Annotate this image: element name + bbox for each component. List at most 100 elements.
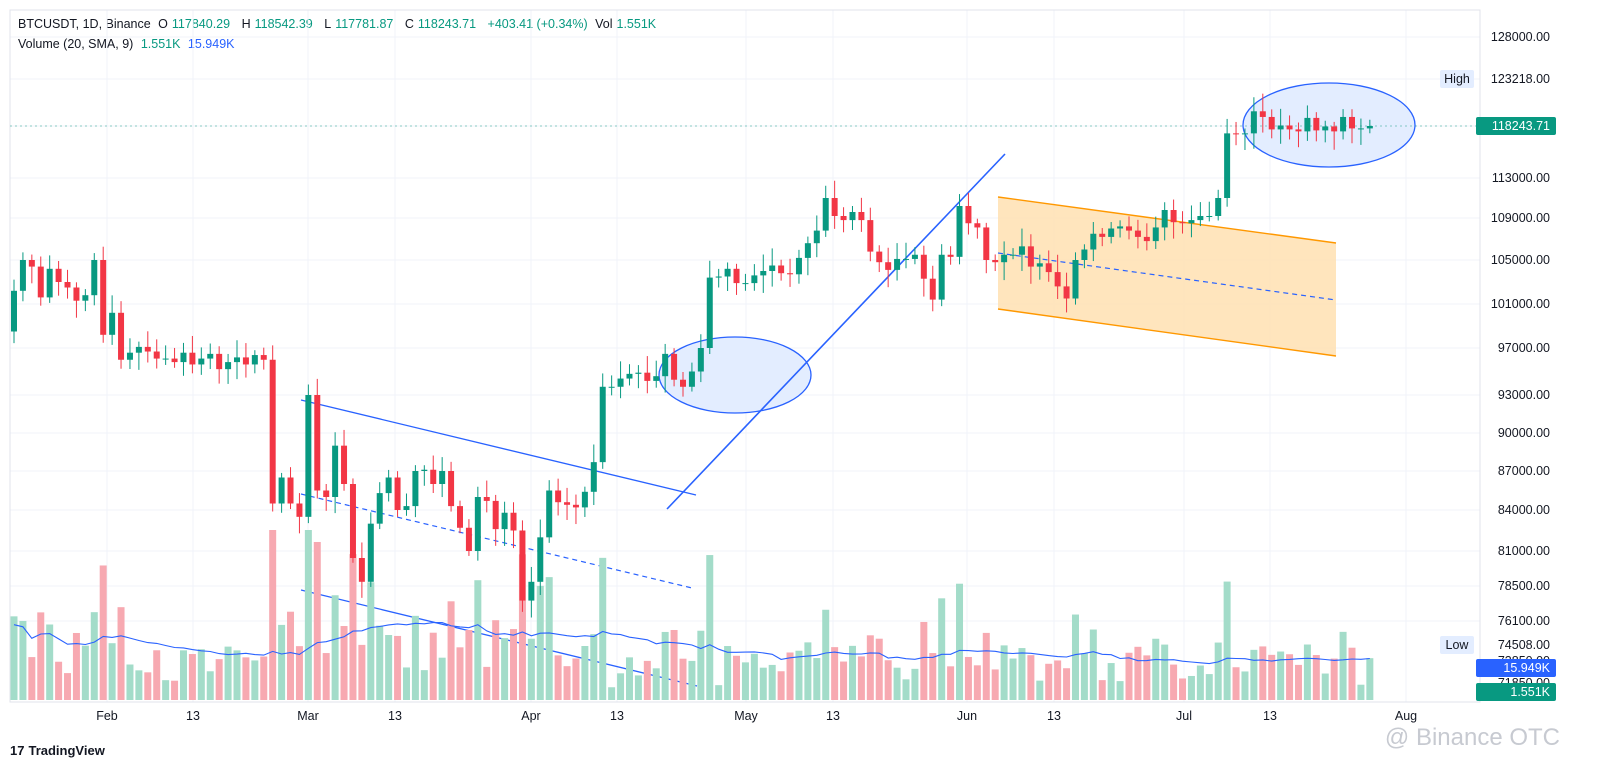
candle-body: [1018, 246, 1025, 255]
volume-bar: [1125, 652, 1133, 700]
volume-bar: [188, 654, 196, 700]
volume-bar: [1089, 629, 1097, 700]
candle-body: [608, 386, 615, 388]
chart-header: BTCUSDT, 1D, Binance O 117840.29 H 118542.…: [18, 17, 664, 31]
candle-body: [269, 359, 276, 504]
candle: [1349, 109, 1355, 144]
volume-bar: [287, 611, 295, 700]
descending-trendline-dashed: [300, 493, 693, 589]
volume-bar: [19, 620, 27, 700]
y-tick-label: 78500.00: [1498, 579, 1550, 593]
volume-bar: [322, 653, 330, 700]
volume-readout: Vol 1.551K: [595, 17, 660, 31]
volume-bar: [55, 661, 63, 700]
volume-bar: [911, 668, 919, 700]
candle: [1099, 228, 1106, 247]
candle: [1108, 222, 1115, 244]
volume-bar: [1063, 668, 1071, 700]
volume-bar: [1152, 638, 1160, 700]
candle-body: [724, 268, 731, 277]
volume-bar: [385, 635, 393, 700]
candle: [1188, 205, 1195, 238]
volume-indicator-header[interactable]: Volume (20, SMA, 9) 1.551K 15.949K: [18, 37, 239, 51]
candle-body: [305, 395, 312, 517]
volume-bar: [848, 645, 856, 700]
volume-bar: [813, 658, 821, 700]
volume-bar: [1259, 646, 1267, 700]
volume-bar: [474, 580, 482, 700]
volume-bar: [1027, 655, 1035, 700]
candle: [903, 242, 909, 269]
candle: [537, 519, 544, 595]
candle: [135, 341, 142, 370]
candle: [1161, 202, 1168, 241]
candle-body: [760, 271, 767, 276]
candle-body: [501, 512, 508, 530]
candle: [100, 246, 107, 343]
candle-body: [216, 353, 223, 370]
vol-value: 1.551K: [616, 17, 657, 31]
volume-bar: [260, 656, 268, 700]
volume-bar: [706, 555, 714, 700]
candle-body: [840, 216, 847, 221]
candle-body: [644, 372, 651, 381]
candle: [795, 249, 802, 284]
price-label-bg: [1476, 117, 1556, 135]
volume-bar: [982, 632, 990, 700]
candle: [11, 279, 17, 344]
tradingview-brand[interactable]: 17 TradingView: [10, 743, 105, 758]
candle: [1072, 252, 1079, 305]
candle: [162, 345, 169, 365]
volume-bar: [840, 661, 848, 700]
volume-bar: [536, 585, 544, 700]
candle-body: [421, 469, 428, 471]
candle: [653, 360, 660, 388]
candle: [171, 347, 178, 368]
volume-bar: [144, 672, 152, 700]
candle-body: [715, 276, 722, 278]
volume-bar: [358, 644, 366, 700]
candle: [564, 487, 571, 520]
candle: [1286, 115, 1293, 140]
volume-bar: [795, 650, 803, 700]
volume-bar: [1214, 642, 1222, 700]
candle-body: [46, 268, 53, 298]
volume-bar: [581, 646, 589, 700]
candle: [867, 207, 874, 262]
candle: [216, 346, 223, 384]
candle-body: [787, 273, 794, 275]
candles: [11, 93, 1373, 618]
candle: [1259, 93, 1266, 133]
volume-bar: [37, 612, 45, 700]
volume-bar: [884, 660, 892, 700]
candle: [82, 289, 89, 312]
candle: [1215, 189, 1222, 221]
candle-body: [1072, 260, 1079, 299]
candle-body: [207, 353, 214, 359]
candle: [28, 254, 35, 284]
candle: [555, 478, 562, 516]
candle-body: [581, 491, 588, 508]
candle: [920, 245, 927, 297]
candle-body: [555, 490, 562, 503]
candle: [876, 245, 883, 273]
candle-body: [225, 362, 232, 370]
candle: [1224, 118, 1231, 207]
volume-bar: [340, 626, 348, 700]
candle-body: [1313, 117, 1320, 131]
candle: [1322, 120, 1329, 143]
candle-body: [376, 493, 383, 524]
candle-body: [813, 230, 820, 244]
candle: [225, 353, 232, 384]
volume-bar: [679, 658, 687, 700]
symbol-label: BTCUSDT, 1D, Binance: [18, 17, 151, 31]
x-tick-label: 13: [1047, 709, 1061, 723]
candle: [813, 215, 820, 258]
candle: [278, 472, 285, 513]
candle: [1143, 223, 1150, 251]
candle-body: [1340, 116, 1347, 132]
volume-bar: [1223, 581, 1231, 700]
volume-bar: [465, 629, 473, 700]
volume-bar: [822, 609, 830, 700]
